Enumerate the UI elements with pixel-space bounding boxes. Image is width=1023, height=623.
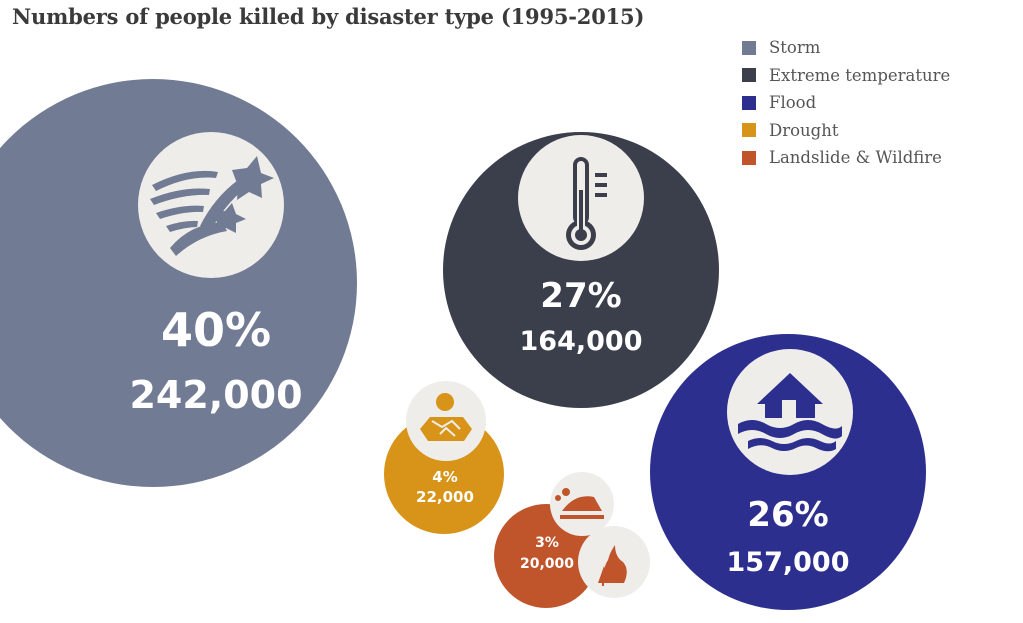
legend-item-drought: Drought <box>742 117 950 145</box>
thermometer-icon <box>518 135 644 261</box>
legend-label-drought: Drought <box>769 120 839 140</box>
legend-item-landslide-wildfire: Landslide & Wildfire <box>742 144 950 172</box>
label-percent-landslide-wildfire: 3% <box>535 535 559 551</box>
storm-icon <box>138 132 284 278</box>
label-percent-extreme-temperature: 27% <box>540 276 621 316</box>
legend-label-flood: Flood <box>769 93 817 113</box>
chart-title: Numbers of people killed by disaster typ… <box>12 4 645 29</box>
legend-label-landslide-wildfire: Landslide & Wildfire <box>769 148 942 168</box>
legend-swatch-extreme-temperature <box>742 68 756 83</box>
cracked-earth-icon <box>406 381 486 461</box>
landslide-wildfire-icon <box>550 472 650 598</box>
legend: Storm Extreme temperature Flood Drought … <box>742 34 950 172</box>
legend-swatch-flood <box>742 95 756 110</box>
legend-label-extreme-temperature: Extreme temperature <box>769 65 951 85</box>
bubble-extreme-temperature <box>443 132 719 408</box>
legend-item-storm: Storm <box>742 34 950 62</box>
label-count-drought: 22,000 <box>416 488 474 506</box>
label-count-flood: 157,000 <box>727 547 850 578</box>
legend-swatch-storm <box>742 40 756 55</box>
label-count-landslide-wildfire: 20,000 <box>520 556 574 572</box>
legend-item-extreme-temperature: Extreme temperature <box>742 62 950 90</box>
label-percent-storm: 40% <box>161 303 271 357</box>
label-count-storm: 242,000 <box>129 373 302 417</box>
legend-swatch-drought <box>742 123 756 138</box>
label-count-extreme-temperature: 164,000 <box>520 326 643 357</box>
flooded-house-icon <box>727 349 853 475</box>
label-percent-drought: 4% <box>432 468 457 486</box>
legend-swatch-landslide-wildfire <box>742 150 756 165</box>
legend-item-flood: Flood <box>742 89 950 117</box>
legend-label-storm: Storm <box>769 38 821 58</box>
label-percent-flood: 26% <box>747 495 828 535</box>
